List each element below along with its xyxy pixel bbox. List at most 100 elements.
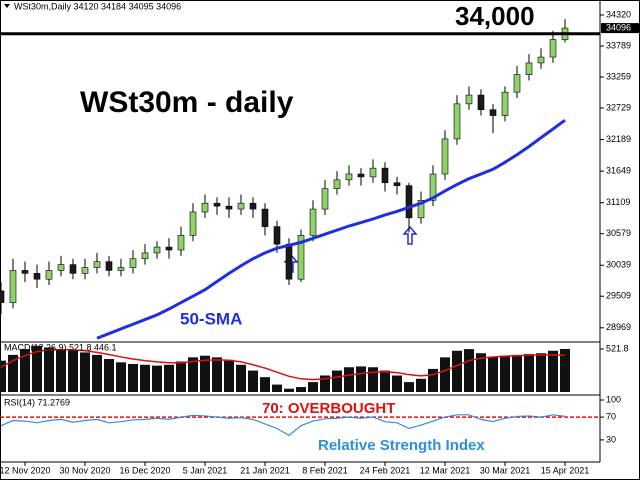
histogram-bar [548, 350, 558, 392]
candle-body [129, 258, 137, 268]
candle-body [57, 264, 65, 271]
histogram-bar [56, 349, 66, 392]
candle-body [189, 211, 197, 236]
candle-body [81, 267, 89, 274]
panel-title: RSI(14) 71.2769 [4, 397, 70, 407]
x-tick-label: 24 Feb 2021 [360, 465, 411, 475]
candle-body [261, 208, 269, 227]
histogram-bar [236, 364, 246, 392]
histogram-bar [368, 367, 378, 392]
candle-body [165, 246, 173, 251]
histogram-bar [92, 354, 102, 392]
y-tick-label: 33789 [606, 40, 631, 50]
candle-body [141, 252, 149, 260]
y-tick-label: 31109 [606, 197, 630, 207]
candle-body [357, 173, 365, 178]
y-tick-label: 32729 [606, 102, 631, 112]
histogram-bar [440, 357, 450, 392]
histogram-bar [476, 353, 486, 392]
histogram-bar [188, 357, 198, 392]
y-tick-label: 70 [606, 411, 616, 421]
candle-body [237, 202, 245, 210]
y-tick-label: 31649 [606, 166, 631, 176]
candle-body [429, 173, 437, 201]
histogram-bar [308, 382, 318, 392]
candle-body [525, 62, 533, 75]
histogram-bar [392, 375, 402, 392]
candle-body [9, 270, 17, 303]
histogram-bar [8, 354, 18, 392]
histogram-bar [416, 378, 426, 392]
candle-body [489, 109, 497, 116]
candle-body [117, 267, 125, 271]
annotation: 70: OVERBOUGHT [262, 400, 395, 417]
candle-body [153, 246, 161, 254]
y-tick-label: 33259 [606, 71, 631, 81]
arrow-icon [402, 225, 418, 245]
histogram-bar [104, 359, 114, 392]
histogram-bar [248, 370, 258, 392]
candle-body [453, 103, 461, 140]
histogram-bar [80, 352, 90, 392]
candle-body [0, 290, 5, 303]
histogram-bar [32, 345, 42, 392]
x-tick-label: 8 Feb 2021 [302, 465, 348, 475]
histogram-bar [68, 349, 78, 392]
histogram-bar [404, 382, 414, 392]
candle-body [345, 173, 353, 181]
candle-body [105, 261, 113, 271]
histogram-bar [296, 387, 306, 392]
y-tick-label: 28969 [606, 322, 631, 332]
histogram-bar [152, 365, 162, 392]
histogram-bar [284, 388, 294, 392]
candle-body [33, 273, 41, 280]
candle-body [381, 167, 389, 184]
y-tick-label: 100 [606, 394, 621, 404]
histogram-bar [0, 360, 6, 392]
x-tick-label: 12 Nov 2020 [0, 465, 51, 475]
histogram-bar [488, 356, 498, 392]
candle-body [537, 56, 545, 64]
candle-body [69, 264, 77, 274]
histogram-bar [200, 355, 210, 392]
candle-body [273, 226, 281, 245]
candle-body [321, 188, 329, 210]
candle-body [285, 243, 293, 280]
histogram-bar [320, 375, 330, 392]
y-tick-label: 30579 [606, 228, 631, 238]
sma-line [96, 119, 566, 340]
candle-body [513, 74, 521, 93]
x-tick-label: 16 Dec 2020 [119, 465, 170, 475]
histogram-bar [224, 359, 234, 392]
histogram-bar [524, 354, 534, 392]
histogram-bar [380, 370, 390, 392]
candle-body [465, 94, 473, 105]
chart-title: WSt30m - daily [80, 86, 294, 119]
x-tick-label: 15 Apr 2021 [541, 465, 590, 475]
annotation: 34,000 [455, 1, 535, 31]
candle-body [549, 39, 557, 58]
price-label: 34096 [606, 22, 631, 32]
x-tick-label: 30 Mar 2021 [480, 465, 531, 475]
x-tick-label: 30 Nov 2020 [59, 465, 110, 475]
histogram-bar [164, 364, 174, 392]
y-tick-label: 29509 [606, 291, 631, 301]
histogram-bar [20, 349, 30, 392]
candle-body [225, 205, 233, 210]
candle-body [21, 270, 29, 274]
histogram-bar [344, 367, 354, 392]
candle-body [309, 208, 317, 236]
candle-body [177, 235, 185, 251]
candle-body [201, 202, 209, 213]
legend-label: 50-SMA [180, 309, 242, 328]
histogram-bar [560, 348, 570, 392]
candle-body [441, 138, 449, 175]
candle-body [501, 91, 509, 116]
histogram-bar [272, 384, 282, 392]
rsi-line [0, 414, 566, 437]
candle-body [477, 94, 485, 110]
histogram-bar [128, 363, 138, 392]
candle-body [93, 261, 101, 268]
candle-body [417, 199, 425, 219]
